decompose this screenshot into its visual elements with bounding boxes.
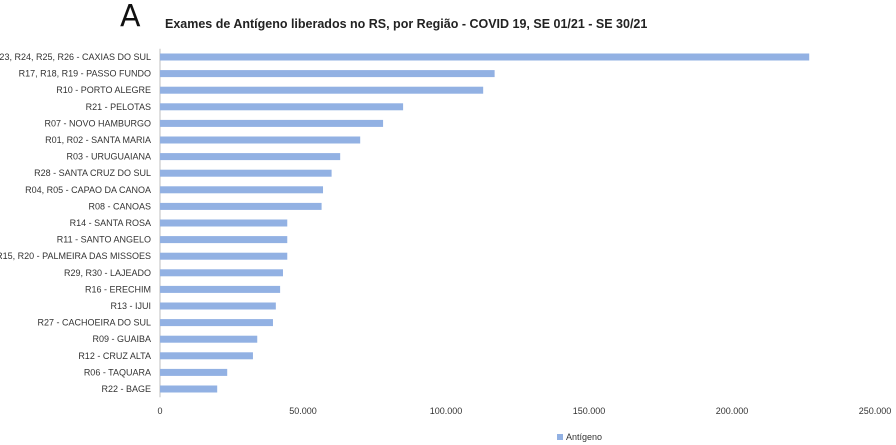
category-label: R15, R20 - PALMEIRA DAS MISSOES (0, 251, 151, 261)
bar (160, 269, 283, 277)
category-label: R06 - TAQUARA (84, 367, 151, 377)
bar (160, 335, 258, 343)
x-tick-label: 200.000 (716, 406, 749, 416)
chart-title: Exames de Antígeno liberados no RS, por … (165, 17, 648, 31)
bar (160, 236, 288, 244)
category-label: R23, R24, R25, R26 - CAXIAS DO SUL (0, 52, 151, 62)
category-label: R01, R02 - SANTA MARIA (45, 135, 151, 145)
bar (160, 385, 218, 393)
bar (160, 319, 273, 327)
category-label: R22 - BAGE (101, 384, 151, 394)
category-label: R03 - URUGUAIANA (66, 152, 151, 162)
category-label: R21 - PELOTAS (86, 102, 151, 112)
category-label: R11 - SANTO ANGELO (57, 235, 151, 245)
legend-swatch (557, 434, 563, 440)
bar (160, 302, 276, 310)
bar (160, 352, 253, 360)
category-label: R10 - PORTO ALEGRE (56, 85, 151, 95)
category-label: R29, R30 - LAJEADO (64, 268, 151, 278)
bar (160, 119, 384, 127)
category-label: R16 - ERECHIM (85, 284, 151, 294)
x-tick-label: 50.000 (289, 406, 317, 416)
x-tick-label: 100.000 (430, 406, 463, 416)
bar (160, 53, 810, 61)
bar (160, 103, 404, 111)
category-label: R27 - CACHOEIRA DO SUL (37, 318, 151, 328)
bar (160, 202, 322, 210)
bar (160, 70, 495, 78)
category-label: R09 - GUAIBA (92, 334, 151, 344)
bar (160, 136, 361, 144)
bar (160, 153, 341, 161)
x-tick-label: 0 (157, 406, 162, 416)
category-label: R08 - CANOAS (88, 201, 151, 211)
bar (160, 169, 332, 177)
category-label: R07 - NOVO HAMBURGO (44, 118, 151, 128)
bar (160, 86, 484, 94)
panel-letter: A (120, 0, 141, 34)
category-label: R17, R18, R19 - PASSO FUNDO (19, 69, 151, 79)
legend: Antígeno (557, 432, 602, 442)
bar (160, 219, 288, 227)
bar (160, 186, 324, 194)
x-tick-label: 150.000 (573, 406, 606, 416)
category-label: R13 - IJUI (110, 301, 151, 311)
category-label: R12 - CRUZ ALTA (78, 351, 151, 361)
bar (160, 252, 288, 260)
legend-label: Antígeno (566, 432, 602, 442)
bar (160, 285, 281, 293)
x-tick-label: 250.000 (859, 406, 892, 416)
bar (160, 368, 228, 376)
category-label: R14 - SANTA ROSA (70, 218, 151, 228)
category-label: R04, R05 - CAPAO DA CANOA (25, 185, 151, 195)
category-label: R28 - SANTA CRUZ DO SUL (34, 168, 151, 178)
